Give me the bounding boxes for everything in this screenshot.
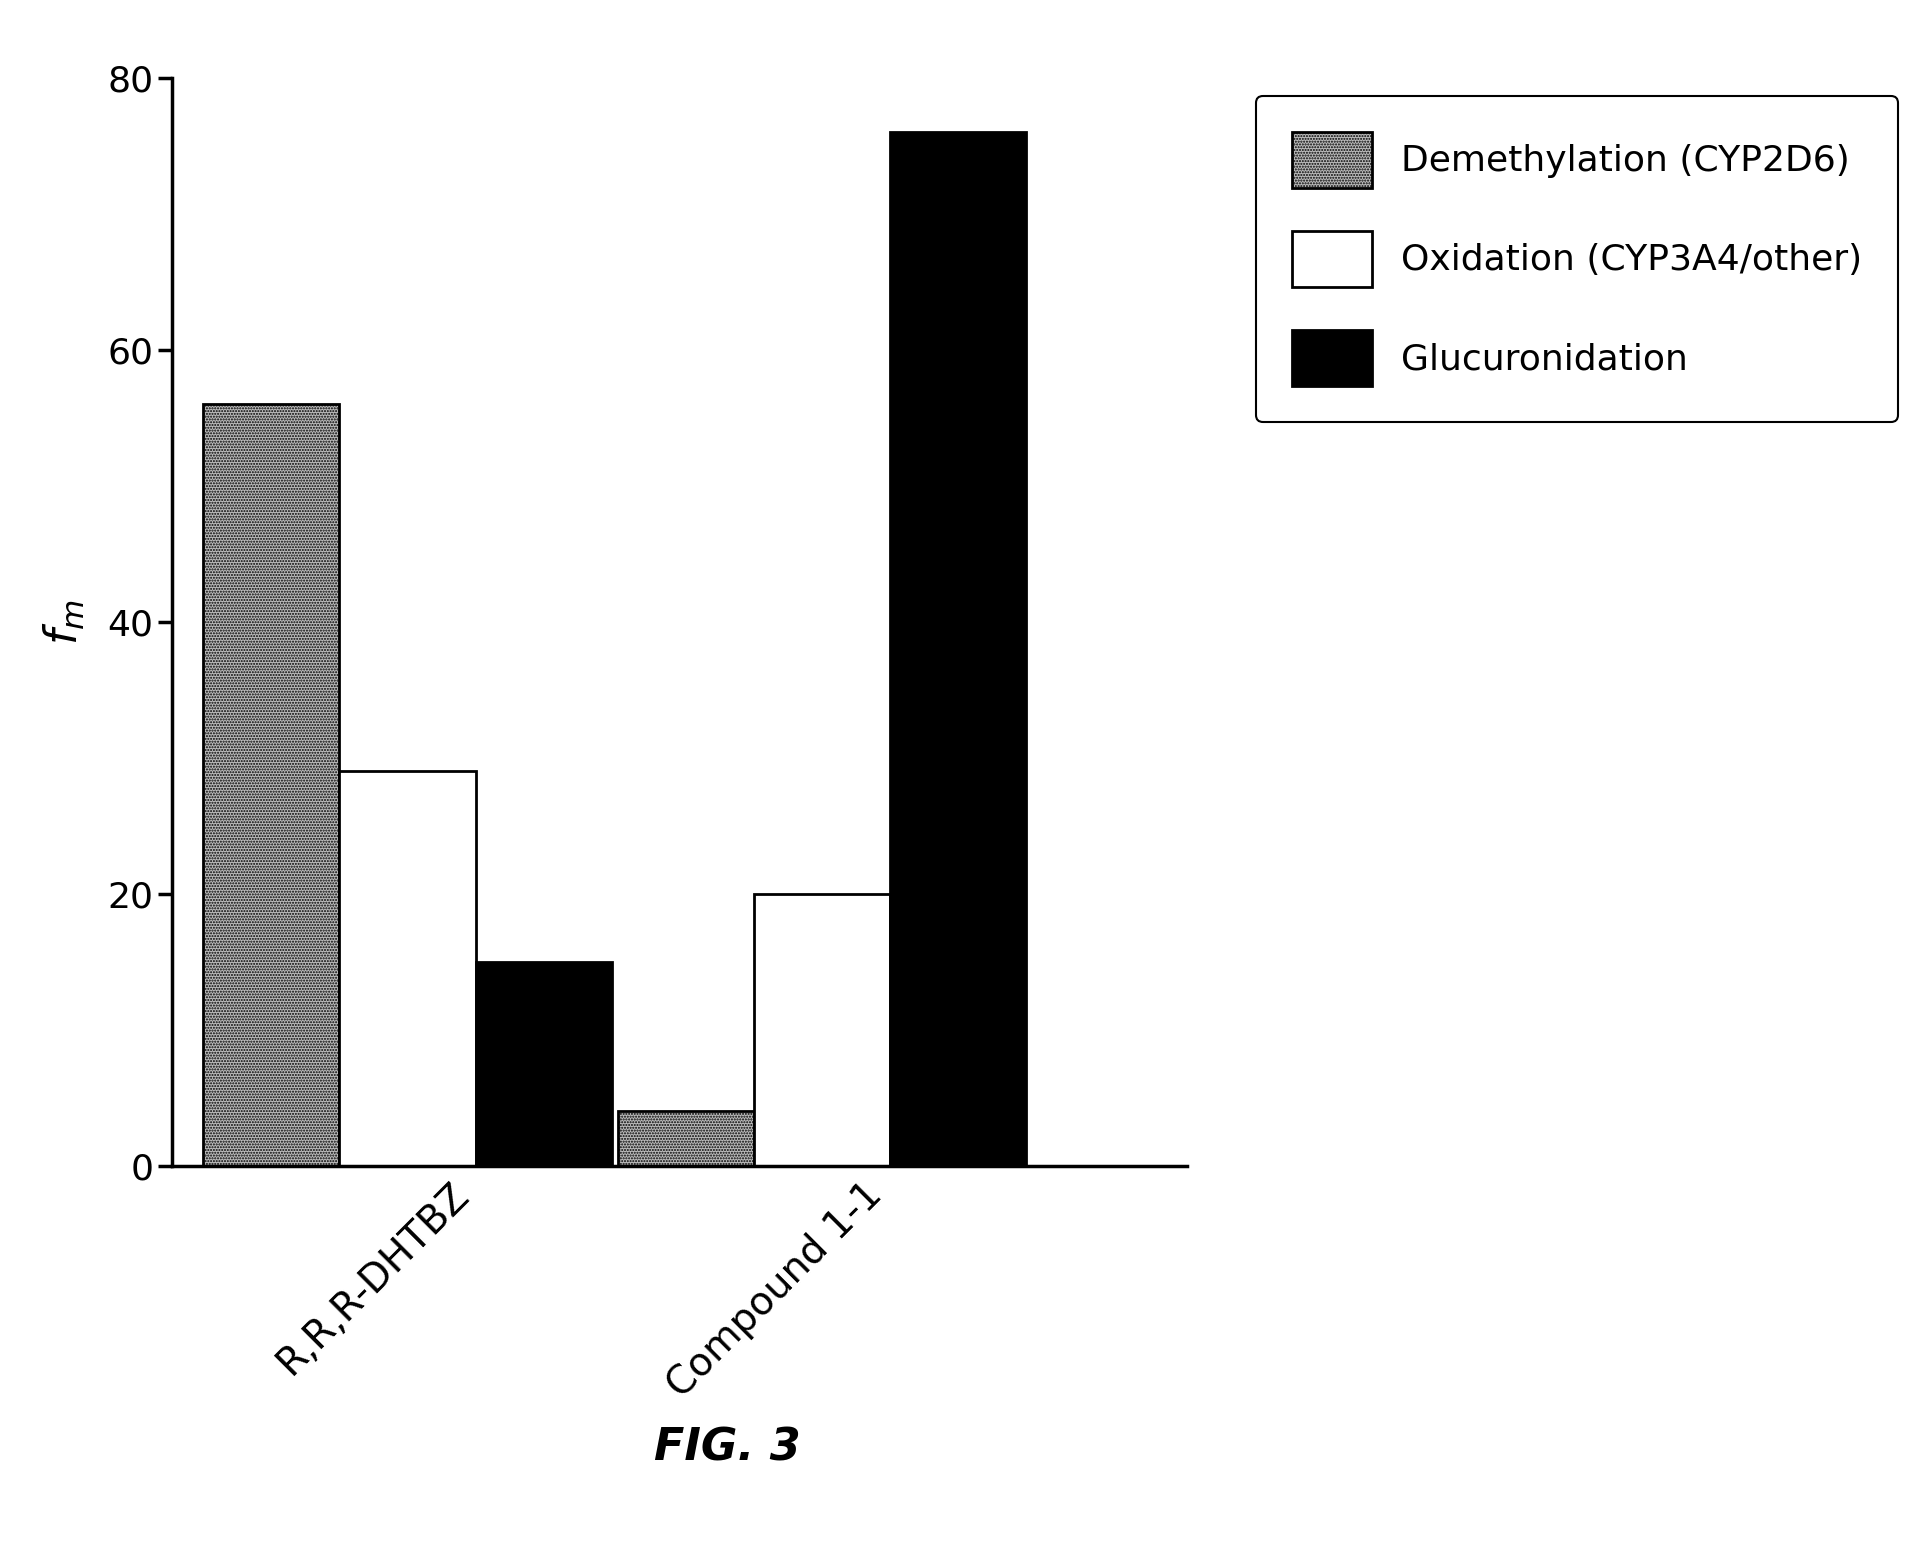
- Text: FIG. 3: FIG. 3: [655, 1427, 800, 1470]
- Legend: Demethylation (CYP2D6), Oxidation (CYP3A4/other), Glucuronidation: Demethylation (CYP2D6), Oxidation (CYP3A…: [1256, 96, 1897, 423]
- Bar: [754, 894, 890, 1166]
- Bar: [618, 1111, 754, 1166]
- Bar: [203, 404, 339, 1166]
- Y-axis label: $f_m$: $f_m$: [42, 598, 86, 645]
- Bar: [475, 962, 611, 1166]
- Bar: [890, 132, 1026, 1166]
- Bar: [339, 771, 475, 1166]
